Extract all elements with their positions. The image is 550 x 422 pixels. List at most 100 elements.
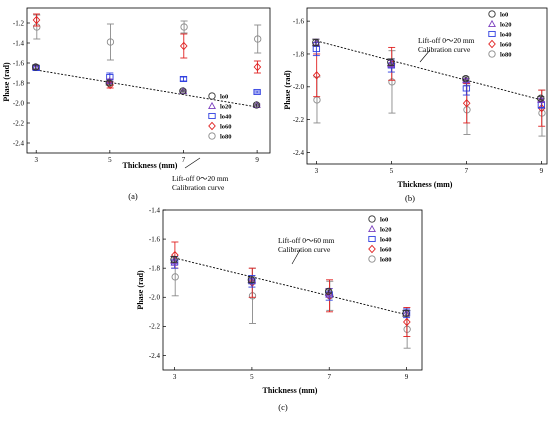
data-point-lo20: [170, 256, 179, 264]
series-lo80: [313, 50, 546, 137]
annotation-text: Calibration curve: [172, 183, 225, 192]
legend-label: lo20: [220, 103, 232, 110]
y-tick-label: -2.0: [149, 294, 161, 302]
x-tick-label: 9: [255, 156, 259, 164]
legend-marker-lo60: [208, 121, 216, 131]
legend-marker-lo80: [208, 132, 216, 140]
legend-label: lo20: [380, 226, 392, 233]
data-point-lo80: [171, 273, 179, 281]
panel-caption: (a): [128, 191, 138, 201]
data-point-lo80: [106, 38, 115, 46]
calibration-curve-line: [36, 69, 258, 108]
data-point-lo40: [312, 46, 321, 53]
y-tick-label: -2.4: [13, 139, 25, 147]
x-tick-label: 9: [540, 167, 544, 175]
calibration-curve-line: [316, 40, 542, 101]
data-point-lo0: [402, 309, 410, 317]
legend-label: lo60: [380, 246, 392, 253]
legend-marker-lo40: [368, 235, 376, 243]
plot-frame: [306, 7, 548, 165]
data-point-lo60: [312, 71, 321, 80]
annotation-text: Lift-off 0～60 mm: [278, 236, 335, 245]
data-point-lo60: [403, 317, 411, 327]
data-point-lo0: [179, 87, 187, 95]
data-point-lo20: [31, 62, 40, 71]
legend-marker-lo80: [368, 255, 376, 263]
panel-b: -1.6 -1.8 -2.0 -2.2 -2.4 3 5 7 9 Thickness (mm) Ph…: [283, 7, 548, 203]
annotation-text: Lift-off 0～20 mm: [418, 36, 475, 45]
annotation-pointer: [291, 249, 301, 265]
panel-a: -1.2 -1.4 -1.6 -1.8 -2.0 -2.2 -2.4 3 5 7 9 Thicknes…: [2, 7, 271, 201]
y-tick-label: -1.8: [149, 264, 161, 272]
series-lo0: [31, 63, 261, 109]
panel-c: -1.4 -1.6 -1.8 -2.0 -2.2 -2.4 3 5 7 9 Thickness (m…: [136, 206, 423, 412]
series-lo0: [170, 255, 410, 317]
series-lo80: [171, 257, 411, 349]
legend-label: lo80: [500, 51, 512, 58]
data-point-lo0: [537, 94, 545, 102]
legend-marker-lo0: [488, 10, 496, 18]
y-tick-label: -2.4: [149, 352, 161, 360]
y-tick-label: -1.8: [13, 79, 25, 87]
series-lo20: [31, 62, 261, 109]
series-lo60: [312, 46, 546, 127]
y-tick-label: -2.2: [293, 116, 305, 124]
y-tick-label: -2.0: [293, 83, 305, 91]
series-lo60: [171, 241, 411, 337]
data-point-lo20: [387, 59, 396, 67]
y-tick-label: -1.6: [13, 59, 25, 67]
data-point-lo60: [462, 99, 471, 108]
legend-label: lo80: [220, 133, 232, 140]
data-point-lo80: [254, 35, 262, 43]
legend-marker-lo80: [488, 50, 496, 58]
y-tick-label: -1.6: [149, 235, 161, 243]
data-point-lo0: [312, 38, 320, 47]
y-tick-label: -1.4: [149, 206, 161, 214]
plot-frame: [26, 7, 271, 154]
x-axis-label: Thickness (mm): [123, 161, 178, 170]
calibration-curve-line: [174, 257, 407, 316]
legend-marker-lo40: [488, 30, 496, 38]
y-tick-label: -2.2: [149, 323, 161, 331]
x-axis-label: Thickness (mm): [398, 180, 453, 189]
x-tick-label: 3: [34, 156, 38, 164]
panel-caption: (b): [405, 193, 415, 203]
legend-label: lo0: [500, 11, 508, 18]
data-point-lo0: [324, 287, 333, 296]
legend-marker-lo20: [208, 101, 216, 110]
data-point-lo60: [179, 41, 188, 51]
data-point-lo60: [253, 62, 262, 72]
legend-label: lo0: [380, 216, 388, 223]
annotation-text: Calibration curve: [418, 45, 471, 54]
legend: lo0 lo20 lo40 lo60 lo80: [368, 215, 392, 263]
annotation-pointer: [184, 157, 201, 169]
series-lo40: [32, 64, 261, 96]
legend-label: lo60: [500, 41, 512, 48]
plot-frame: [162, 209, 423, 371]
legend-marker-lo0: [368, 215, 376, 223]
x-tick-label: 9: [405, 373, 409, 381]
data-point-lo20: [252, 100, 261, 109]
legend-label: lo40: [380, 236, 392, 243]
y-axis-label: Phase (rad): [2, 62, 11, 102]
data-point-lo0: [31, 63, 40, 71]
y-tick-label: -2.2: [13, 119, 25, 127]
legend-label: lo40: [220, 113, 232, 120]
y-tick-label: -1.8: [293, 50, 305, 58]
data-point-lo0: [462, 74, 470, 83]
legend-marker-lo20: [488, 19, 496, 28]
legend-marker-lo60: [488, 39, 496, 49]
series-lo80: [33, 14, 262, 61]
x-tick-label: 3: [173, 373, 177, 381]
y-tick-label: -1.4: [13, 39, 25, 47]
x-tick-label: 5: [108, 156, 112, 164]
legend-marker-lo0: [208, 92, 216, 100]
legend: lo0 lo20 lo40 lo60 lo80: [208, 92, 232, 140]
legend: lo0 lo20 lo40 lo60 lo80: [488, 10, 512, 58]
y-tick-label: -1.6: [293, 17, 305, 25]
data-point-lo0: [105, 79, 113, 87]
panel-caption: (c): [278, 402, 288, 412]
legend-label: lo0: [220, 93, 228, 100]
legend-marker-lo40: [208, 112, 216, 120]
data-point-lo40: [253, 88, 261, 96]
